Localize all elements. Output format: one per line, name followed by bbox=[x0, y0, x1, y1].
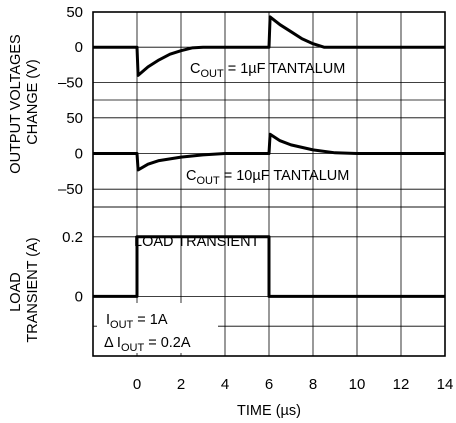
y-tick-label-load: 0 bbox=[75, 288, 83, 305]
trace-vout_1uF bbox=[93, 15, 445, 77]
x-tick-label: 12 bbox=[393, 376, 410, 393]
y-tick-label-load: 0.2 bbox=[62, 229, 83, 246]
annotation-load-transient: LOAD TRANSIENT bbox=[134, 234, 260, 250]
x-axis-label: TIME (µs) bbox=[237, 403, 301, 419]
tick-labels: 0 2 4 6 8 10 12 14 50 0 –50 50 0 –50 0.2 0 bbox=[58, 4, 453, 393]
plot-frame bbox=[92, 11, 446, 357]
annotation-delta-iout: Δ IOUT = 0.2A bbox=[104, 335, 191, 354]
y-tick-label-vout_10uF: 50 bbox=[66, 110, 83, 127]
chart-grid bbox=[93, 12, 445, 356]
trace-vout_10uF bbox=[93, 132, 445, 172]
y-axis-label-lower: LOAD TRANSIENT (A) bbox=[8, 237, 41, 342]
trace-load bbox=[93, 235, 445, 298]
x-tick-label: 4 bbox=[221, 376, 229, 393]
x-tick-label: 0 bbox=[133, 376, 141, 393]
x-tick-label: 2 bbox=[177, 376, 185, 393]
annotation-cout-1uf: COUT = 1µF TANTALUM bbox=[190, 61, 345, 80]
y-tick-label-vout_1uF: 0 bbox=[75, 39, 83, 56]
annotation-iout: IOUT = 1A bbox=[106, 312, 168, 331]
y-tick-label-vout_10uF: –50 bbox=[58, 181, 83, 198]
chart-traces bbox=[93, 15, 445, 298]
y-tick-label-vout_1uF: 50 bbox=[66, 4, 83, 21]
y-tick-label-vout_10uF: 0 bbox=[75, 146, 83, 163]
annotation-cout-10uf: COUT = 10µF TANTALUM bbox=[186, 168, 349, 187]
y-axis-label-upper: OUTPUT VOLTAGES CHANGE (V) bbox=[8, 30, 41, 173]
x-tick-label: 6 bbox=[265, 376, 273, 393]
x-tick-label: 14 bbox=[437, 376, 454, 393]
x-tick-label: 8 bbox=[309, 376, 317, 393]
x-tick-label: 10 bbox=[349, 376, 366, 393]
y-tick-label-vout_1uF: –50 bbox=[58, 74, 83, 91]
annotation-box bbox=[97, 303, 218, 353]
